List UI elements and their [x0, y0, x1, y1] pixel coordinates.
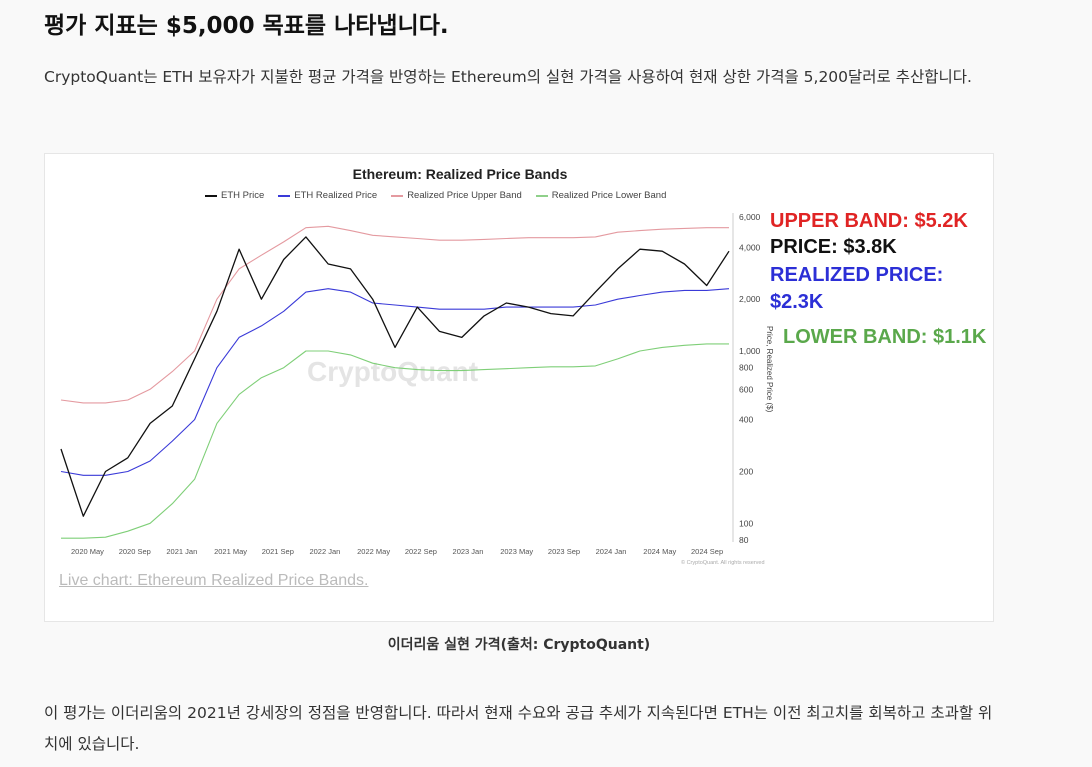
upper-band-annotation: UPPER BAND: $5.2K	[770, 210, 968, 232]
y-tick-label: 200	[739, 466, 753, 476]
x-tick-label: 2020 Sep	[119, 547, 151, 556]
chart-figure: Ethereum: Realized Price Bands ETH Price…	[44, 153, 994, 622]
conclusion-paragraph: 이 평가는 이더리움의 2021년 강세장의 정점을 반영합니다. 따라서 현재…	[44, 704, 993, 753]
legend-label-eth-price: ETH Price	[221, 190, 265, 201]
legend-item-lower-band: Realized Price Lower Band	[535, 190, 667, 201]
y-tick-label: 6,000	[739, 212, 761, 222]
copyright-note: © CryptoQuant. All rights reserved	[681, 560, 765, 566]
y-tick-label: 80	[739, 535, 749, 545]
lower-band-annotation: LOWER BAND: $1.1K	[783, 326, 987, 348]
y-tick-label: 4,000	[739, 242, 761, 252]
x-tick-label: 2021 May	[214, 547, 247, 556]
chart-legend: ETH Price ETH Realized Price Realized Pr…	[205, 190, 666, 201]
legend-label-lower-band: Realized Price Lower Band	[551, 190, 667, 201]
figure-caption: 이더리움 실현 가격(출처: CryptoQuant)	[387, 637, 651, 653]
x-tick-label: 2024 Jan	[596, 547, 627, 556]
x-tick-label: 2023 May	[500, 547, 533, 556]
legend-label-upper-band: Realized Price Upper Band	[407, 190, 522, 201]
cryptoquant-watermark: CryptoQuant	[307, 356, 479, 387]
legend-item-upper-band: Realized Price Upper Band	[391, 190, 522, 201]
lower-band-line	[61, 343, 729, 539]
x-tick-label: 2022 May	[357, 547, 390, 556]
legend-swatch-upper-band	[391, 194, 404, 197]
y-tick-label: 1,000	[739, 346, 761, 356]
realized-price-line	[60, 288, 730, 476]
y-tick-label: 800	[739, 363, 753, 373]
legend-swatch-eth-price	[205, 194, 217, 197]
upper-band-line	[60, 225, 729, 404]
eth-price-line	[60, 236, 730, 517]
price-chart-plot: 80 100 200 400 600 800 1,000 2,000 4,000 6,000 Pri…	[60, 212, 774, 556]
x-tick-label: 2023 Sep	[548, 547, 580, 556]
legend-swatch-realized-price	[278, 194, 291, 197]
legend-swatch-lower-band	[535, 194, 548, 197]
legend-item-eth-price: ETH Price	[205, 190, 264, 201]
legend-item-realized-price: ETH Realized Price	[278, 190, 377, 201]
live-chart-link[interactable]: Live chart: Ethereum Realized Price Band…	[59, 572, 369, 589]
price-annotation: PRICE: $3.8K	[770, 236, 897, 258]
x-tick-label: 2022 Sep	[405, 547, 437, 556]
y-tick-label: 2,000	[739, 294, 761, 304]
x-tick-label: 2021 Jan	[166, 547, 197, 556]
article-heading: 평가 지표는 $5,000 목표를 나타냅니다.	[44, 13, 449, 39]
intro-paragraph: CryptoQuant는 ETH 보유자가 지불한 평균 가격을 반영하는 Et…	[44, 68, 972, 86]
realized-price-value-annotation: $2.3K	[770, 291, 824, 313]
x-tick-label: 2023 Jan	[453, 547, 484, 556]
x-tick-label: 2024 Sep	[691, 547, 723, 556]
x-tick-label: 2021 Sep	[262, 547, 294, 556]
y-tick-label: 600	[739, 384, 753, 394]
x-tick-label: 2024 May	[643, 547, 676, 556]
y-tick-label: 100	[739, 518, 753, 528]
x-tick-label: 2020 May	[71, 547, 104, 556]
y-axis-title: Price, Realized Price ($)	[765, 326, 774, 413]
legend-label-realized-price: ETH Realized Price	[294, 190, 378, 201]
x-tick-label: 2022 Jan	[309, 547, 340, 556]
chart-title: Ethereum: Realized Price Bands	[352, 166, 568, 182]
realized-price-annotation: REALIZED PRICE:	[770, 264, 944, 286]
y-tick-label: 400	[739, 415, 753, 425]
